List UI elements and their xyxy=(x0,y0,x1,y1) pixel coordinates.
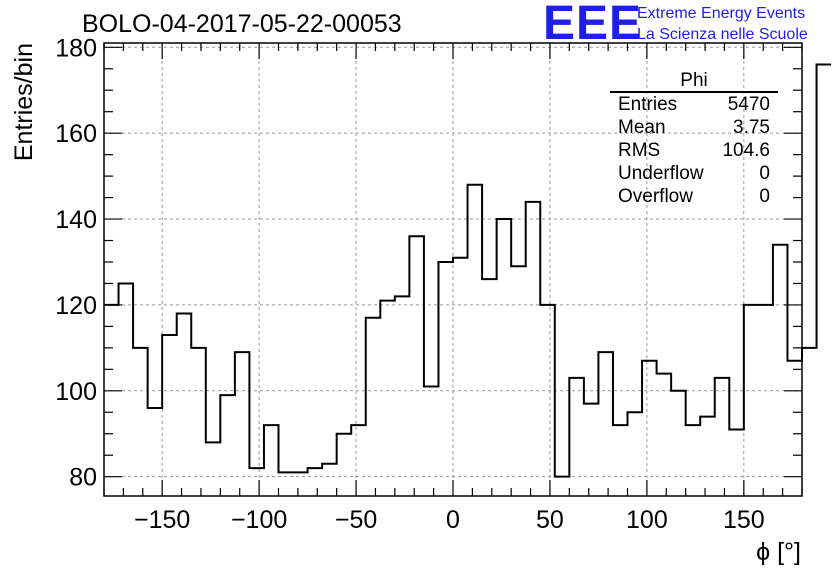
y-tick-label: 100 xyxy=(55,378,97,406)
chart-title: BOLO-04-2017-05-22-00053 xyxy=(82,10,402,38)
stats-label: Entries xyxy=(618,94,678,115)
stats-row: Overflow 0 xyxy=(610,185,778,208)
y-tick-label: 140 xyxy=(55,206,97,234)
stats-label: Mean xyxy=(618,117,666,138)
y-axis-label: Entries/bin xyxy=(10,43,38,161)
tick-labels: −150 −100 −50 0 50 100 150 80 100 120 140 160 180 xyxy=(55,34,764,534)
y-tick-label: 180 xyxy=(55,34,97,62)
stats-row: Mean 3.75 xyxy=(610,116,778,139)
stats-label: Underflow xyxy=(618,163,704,184)
x-tick-label: −100 xyxy=(231,506,287,534)
y-tick-label: 80 xyxy=(69,464,97,492)
stats-value: 5470 xyxy=(727,94,770,115)
x-tick-label: 0 xyxy=(446,506,460,534)
stats-value: 0 xyxy=(759,163,770,184)
x-tick-label: 50 xyxy=(536,506,564,534)
x-tick-label: −50 xyxy=(335,506,377,534)
stats-label: RMS xyxy=(618,140,661,161)
x-axis-label: ϕ [°] xyxy=(756,538,801,566)
stats-row: Underflow 0 xyxy=(610,162,778,185)
stats-row: RMS 104.6 xyxy=(610,139,778,162)
stats-value: 104.6 xyxy=(722,140,770,161)
stats-title: Phi xyxy=(610,71,778,93)
logo-line-2: La Scienza nelle Scuole xyxy=(637,26,808,43)
y-tick-label: 160 xyxy=(55,120,97,148)
stats-label: Overflow xyxy=(618,186,693,207)
stats-box: Phi Entries 5470 Mean 3.75 RMS 104.6 Underf… xyxy=(610,71,778,208)
x-tick-label: 150 xyxy=(723,506,765,534)
logo-line-1: Extreme Energy Events xyxy=(637,5,806,22)
stats-value: 3.75 xyxy=(733,117,770,138)
stats-row: Entries 5470 xyxy=(610,93,778,116)
axis-ticks xyxy=(103,43,803,496)
y-tick-label: 120 xyxy=(55,292,97,320)
x-tick-label: 100 xyxy=(626,506,668,534)
eee-logo: EEE xyxy=(543,0,643,50)
histogram-line xyxy=(104,63,832,478)
stats-value: 0 xyxy=(759,186,770,207)
x-tick-label: −150 xyxy=(134,506,190,534)
